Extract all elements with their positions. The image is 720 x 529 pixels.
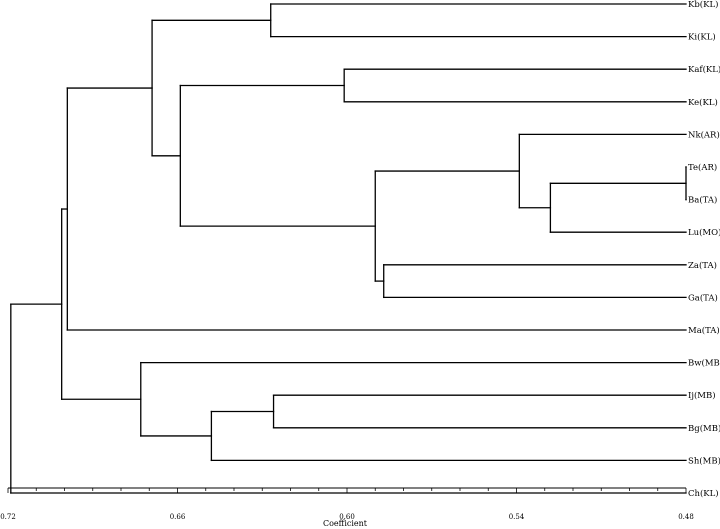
leaf-label: Ch(KL) [688, 488, 719, 499]
leaf-labels: Kb(KL) Ki(KL) Kaf(KL) Ke(KL) Nk(AR) Te(AR) Ba(… [688, 0, 720, 499]
leaf-label: Sh(MB) [688, 455, 720, 466]
tick-label: 0.48 [678, 513, 694, 521]
leaf-label: Za(TA) [688, 260, 717, 271]
leaf-label: Ba(TA) [688, 195, 717, 206]
x-axis-label: Coefficient [323, 519, 368, 528]
tick-label: 0.66 [170, 513, 186, 521]
leaf-label: Bw(MB) [688, 358, 720, 369]
leaf-label: Ma(TA) [688, 325, 720, 336]
x-axis-ticks [7, 488, 687, 493]
leaf-label: Bg(MB) [688, 423, 720, 434]
leaf-label: Te(AR) [688, 162, 717, 173]
dendrogram-branches [10, 3, 687, 494]
leaf-label: Kaf(KL) [688, 64, 720, 75]
tick-label: 0.72 [0, 513, 16, 521]
tick-label: 0.54 [509, 513, 525, 521]
leaf-label: Lu(MO) [688, 227, 720, 238]
leaf-label: Ij(MB) [688, 390, 716, 401]
leaf-label: Nk(AR) [688, 129, 720, 140]
x-axis: 0.72 0.66 0.60 0.54 0.48 Coefficient [0, 487, 694, 528]
leaf-label: Ke(KL) [688, 97, 718, 108]
x-axis-tick-labels: 0.72 0.66 0.60 0.54 0.48 [0, 513, 694, 521]
tick-label: 0.60 [339, 513, 355, 521]
leaf-label: Kb(KL) [688, 0, 718, 10]
leaf-label: Ga(TA) [688, 292, 718, 303]
leaf-label: Ki(KL) [688, 32, 716, 43]
